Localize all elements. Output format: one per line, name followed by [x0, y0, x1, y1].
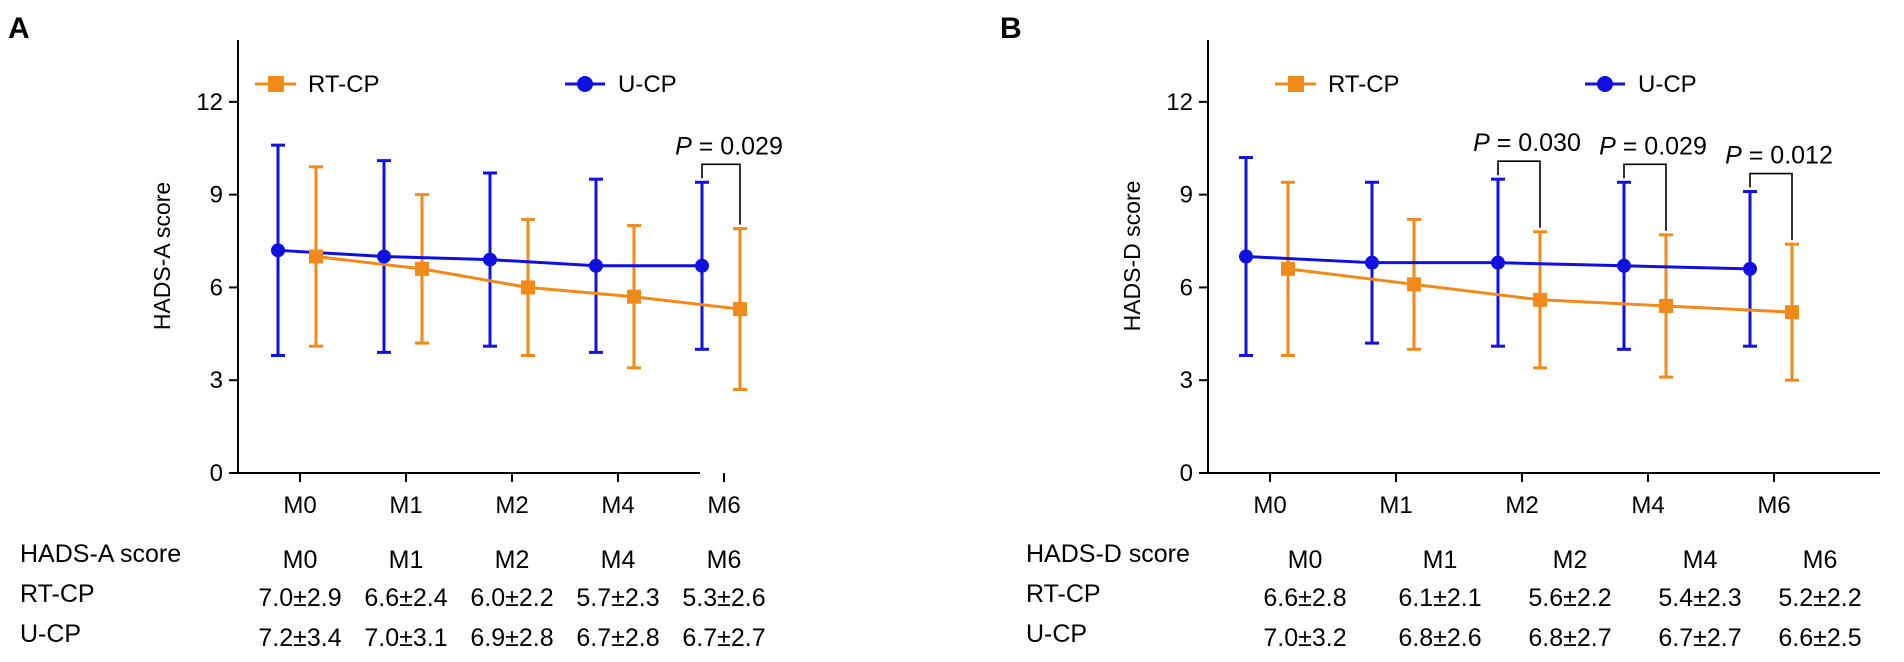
panel-a-x-tick-label: M4	[601, 492, 634, 519]
panel-a-legend-rt-cp-label: RT-CP	[308, 71, 380, 98]
panel-b-significance-bracket	[1497, 160, 1541, 228]
panel-b-y-tick-label: 9	[1180, 182, 1193, 209]
panel-a-u-cp-point	[377, 249, 391, 264]
panel-a-chart: A 0 3 6 9 12 HADS-A score M0 M1 M2 M4 M6 RT-CP U-CP P …	[8, 12, 783, 652]
panel-b-chart: B 0 3 6 9 12 HADS-D score M0 M1 M2 M4 M6 RT-CP U-CP P …	[1000, 12, 1880, 652]
panel-a-u-cp-point	[589, 258, 603, 273]
panel-b-table-column-label: M4	[1683, 546, 1718, 574]
panel-b-table-cell: 5.6±2.2	[1528, 584, 1611, 612]
panel-b-u-cp-point	[1491, 255, 1505, 270]
panel-b-table-cell: 6.7±2.7	[1658, 624, 1741, 652]
panel-b-x-tick-label: M4	[1631, 492, 1664, 519]
panel-a-table-column-label: M4	[601, 546, 636, 574]
panel-a-rt-cp-point	[309, 249, 323, 264]
panel-b-legend-rt-cp-label: RT-CP	[1328, 71, 1400, 98]
panel-a-legend-u-cp-marker	[577, 76, 593, 92]
panel-a-table-cell: 6.0±2.2	[470, 584, 553, 612]
panel-b-rt-cp-point	[1659, 298, 1673, 313]
panel-b-p-value-label: P = 0.029	[1599, 132, 1707, 160]
panel-a-table-cell: 7.2±3.4	[258, 624, 341, 652]
panel-a-y-tick-label: 9	[210, 182, 223, 209]
panel-b-u-cp-point	[1617, 258, 1631, 273]
panel-b-rt-cp-point	[1533, 292, 1547, 307]
panel-b-letter: B	[1000, 12, 1022, 45]
panel-b-table-cell: 7.0±3.2	[1263, 624, 1346, 652]
panel-a-u-cp-point	[483, 252, 497, 267]
panel-b-significance-bracket	[1749, 172, 1793, 241]
panel-a-table-row-label: U-CP	[20, 620, 81, 648]
panel-a-legend-rt-cp-marker	[268, 76, 284, 92]
panel-b-x-tick-label: M6	[1757, 492, 1790, 519]
panel-b-x-tick-label: M1	[1379, 492, 1412, 519]
panel-b-table-column-label: M1	[1423, 546, 1458, 574]
panel-b-y-axis-label: HADS-D score	[1119, 181, 1145, 332]
panel-b-y-tick-label: 6	[1180, 274, 1193, 301]
panel-b-u-cp-point	[1743, 261, 1757, 276]
panel-a-table-column-label: M2	[495, 546, 530, 574]
panel-b-y-tick-label: 0	[1180, 460, 1193, 487]
panel-b-p-value-label: P = 0.030	[1473, 129, 1581, 157]
panel-b-rt-cp-point	[1785, 305, 1799, 320]
panel-a-table-cell: 7.0±2.9	[258, 584, 341, 612]
panel-a-table-cell: 5.3±2.6	[682, 584, 765, 612]
panel-a-table-cell: 6.6±2.4	[364, 584, 447, 612]
panel-a-x-tick-label: M0	[283, 492, 316, 519]
panel-b-table-column-label: M2	[1553, 546, 1588, 574]
panel-b-table-cell: 6.1±2.1	[1398, 584, 1481, 612]
panel-a-y-axis-label: HADS-A score	[149, 182, 175, 330]
panel-a-table-column-label: M6	[707, 546, 742, 574]
panel-a-rt-cp-point	[627, 289, 641, 304]
panel-a-p-value-label: P = 0.029	[675, 132, 783, 160]
panel-b-x-tick-label: M0	[1253, 492, 1286, 519]
panel-a-table-column-label: M0	[283, 546, 318, 574]
panel-b-table-cell: 6.6±2.5	[1778, 624, 1861, 652]
panel-a-table-row-label: RT-CP	[20, 580, 95, 608]
panel-b-legend-u-cp-label: U-CP	[1638, 71, 1697, 98]
panel-a-rt-cp-point	[521, 280, 535, 295]
panel-b-table-row-label: U-CP	[1026, 620, 1087, 648]
panel-b-u-cp-point	[1365, 255, 1379, 270]
panel-a-significance-bracket	[701, 163, 741, 225]
panel-a-table-cell: 5.7±2.3	[576, 584, 659, 612]
panel-b-x-tick-label: M2	[1505, 492, 1538, 519]
panel-a-u-cp-point	[271, 243, 285, 258]
panel-b-u-cp-point	[1239, 249, 1253, 264]
panel-b-table-cell: 5.4±2.3	[1658, 584, 1741, 612]
panel-a-table-cell: 7.0±3.1	[364, 624, 447, 652]
panel-b-table-cell: 6.6±2.8	[1263, 584, 1346, 612]
panel-b-table-row-label: RT-CP	[1026, 580, 1101, 608]
panel-b-y-tick-label: 12	[1166, 89, 1193, 116]
panel-b-y-tick-label: 3	[1180, 367, 1193, 394]
panel-b-significance-bracket	[1623, 163, 1667, 231]
panel-a-x-tick-label: M6	[707, 492, 740, 519]
panel-a-y-tick-label: 12	[196, 89, 223, 116]
panel-b-table-cell: 6.8±2.6	[1398, 624, 1481, 652]
panel-b-rt-cp-point	[1407, 277, 1421, 292]
panel-b-p-value-label: P = 0.012	[1725, 142, 1833, 170]
panel-b-legend-rt-cp-marker	[1288, 76, 1304, 92]
panel-b-table-header: HADS-D score	[1026, 540, 1190, 568]
panel-a-rt-cp-point	[733, 302, 747, 317]
panel-a-rt-cp-point	[415, 261, 429, 276]
panel-a-u-cp-point	[695, 258, 709, 273]
panel-a-y-tick-label: 6	[210, 274, 223, 301]
panel-b-table-cell: 6.8±2.7	[1528, 624, 1611, 652]
panel-a-table-header: HADS-A score	[20, 540, 181, 568]
panel-b-table-cell: 5.2±2.2	[1778, 584, 1861, 612]
panel-a-y-tick-label: 3	[210, 367, 223, 394]
panel-a-table-cell: 6.7±2.7	[682, 624, 765, 652]
panel-a-table-cell: 6.7±2.8	[576, 624, 659, 652]
panel-a-y-tick-label: 0	[210, 460, 223, 487]
panel-b-legend-u-cp-marker	[1597, 76, 1613, 92]
panel-a-x-tick-label: M2	[495, 492, 528, 519]
panel-b-table-column-label: M0	[1288, 546, 1323, 574]
panel-a-legend-u-cp-label: U-CP	[618, 71, 677, 98]
panel-b-table-column-label: M6	[1803, 546, 1838, 574]
panel-a-letter: A	[8, 12, 30, 45]
panel-b-rt-cp-point	[1281, 261, 1295, 276]
panel-a-table-column-label: M1	[389, 546, 424, 574]
panel-a-table-cell: 6.9±2.8	[470, 624, 553, 652]
panel-a-x-tick-label: M1	[389, 492, 422, 519]
